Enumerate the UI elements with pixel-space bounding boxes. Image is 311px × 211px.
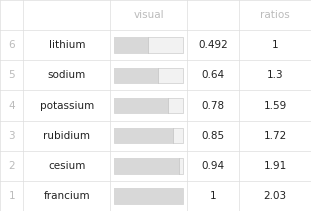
- Text: 0.492: 0.492: [198, 40, 228, 50]
- Text: 1.59: 1.59: [264, 100, 287, 111]
- Text: 0.78: 0.78: [202, 100, 225, 111]
- Text: francium: francium: [44, 191, 90, 201]
- Bar: [114, 128, 173, 143]
- Text: 1: 1: [8, 191, 15, 201]
- Text: 0.94: 0.94: [202, 161, 225, 171]
- Bar: [114, 98, 168, 113]
- Bar: [114, 158, 183, 174]
- Text: 3: 3: [8, 131, 15, 141]
- Text: 0.64: 0.64: [202, 70, 225, 80]
- Text: 0.85: 0.85: [202, 131, 225, 141]
- Text: potassium: potassium: [40, 100, 94, 111]
- Text: 1: 1: [272, 40, 279, 50]
- Text: 1.72: 1.72: [264, 131, 287, 141]
- Text: 6: 6: [8, 40, 15, 50]
- Text: cesium: cesium: [48, 161, 86, 171]
- Bar: [114, 188, 183, 204]
- Text: 2.03: 2.03: [264, 191, 287, 201]
- Text: lithium: lithium: [49, 40, 85, 50]
- Bar: [114, 98, 183, 113]
- Bar: [114, 68, 158, 83]
- Text: visual: visual: [133, 10, 164, 20]
- Text: 4: 4: [8, 100, 15, 111]
- Text: ratios: ratios: [260, 10, 290, 20]
- Text: 1.3: 1.3: [267, 70, 284, 80]
- Bar: [114, 37, 148, 53]
- Bar: [114, 68, 183, 83]
- Text: rubidium: rubidium: [43, 131, 91, 141]
- Text: 1: 1: [210, 191, 216, 201]
- Bar: [114, 128, 183, 143]
- Text: 2: 2: [8, 161, 15, 171]
- Bar: [114, 158, 179, 174]
- Bar: [114, 37, 183, 53]
- Text: sodium: sodium: [48, 70, 86, 80]
- Bar: [114, 188, 183, 204]
- Text: 5: 5: [8, 70, 15, 80]
- Text: 1.91: 1.91: [264, 161, 287, 171]
